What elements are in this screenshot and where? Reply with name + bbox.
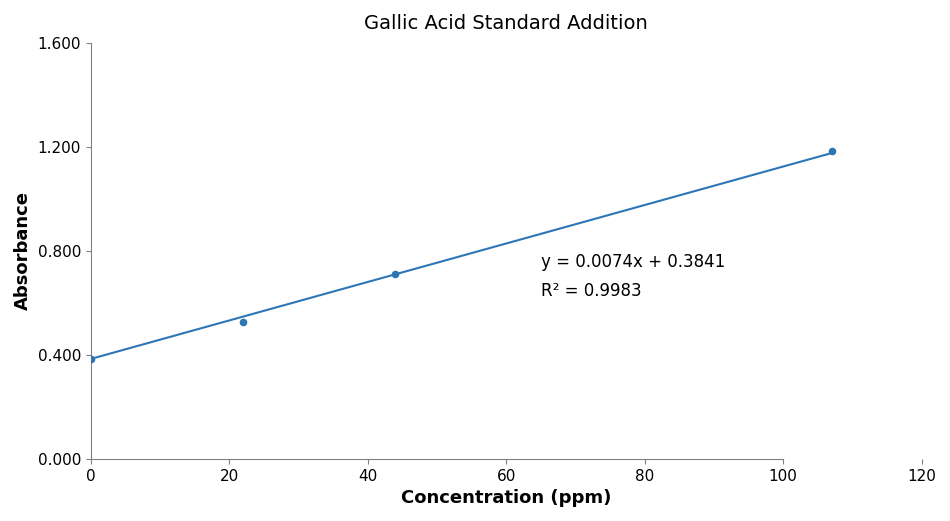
Point: [824, 146, 839, 155]
Text: y = 0.0074x + 0.3841
R² = 0.9983: y = 0.0074x + 0.3841 R² = 0.9983: [541, 253, 725, 301]
Point: [236, 318, 251, 326]
Title: Gallic Acid Standard Addition: Gallic Acid Standard Addition: [364, 14, 648, 33]
X-axis label: Concentration (ppm): Concentration (ppm): [401, 489, 612, 507]
Y-axis label: Absorbance: Absorbance: [14, 191, 32, 311]
Point: [388, 270, 403, 278]
Point: [83, 355, 98, 363]
